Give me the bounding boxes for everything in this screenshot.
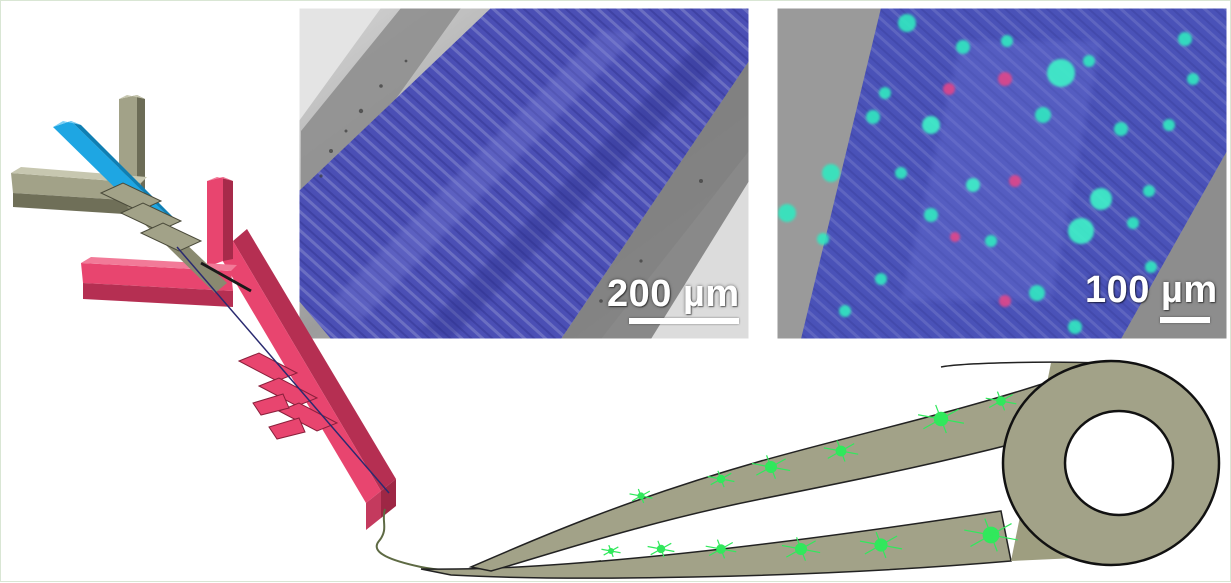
- neuron-1: [707, 470, 735, 488]
- cell-32: [839, 305, 851, 317]
- neuron-4: [917, 404, 965, 434]
- neuron-0: [629, 488, 653, 504]
- cell-23: [985, 235, 997, 247]
- cell-8: [998, 72, 1012, 86]
- cell-28: [875, 273, 887, 285]
- neuron-3: [823, 440, 859, 462]
- cell-10: [866, 110, 880, 124]
- cell-6: [1187, 73, 1199, 85]
- cell-1: [956, 40, 970, 54]
- cell-12: [1035, 107, 1051, 123]
- neuron-2: [751, 455, 791, 479]
- cell-26: [817, 233, 829, 245]
- cell-20: [1143, 185, 1155, 197]
- neuron-6: [601, 544, 621, 558]
- cell-0: [898, 14, 916, 32]
- cell-2: [1001, 35, 1013, 47]
- neuron-9: [781, 537, 821, 561]
- neuron-8: [705, 539, 737, 559]
- cell-11: [922, 116, 940, 134]
- cell-19: [1090, 188, 1112, 210]
- cell-21: [778, 204, 796, 222]
- scale-bar-label-right: 100 µm: [1085, 269, 1218, 311]
- micrograph-left: [299, 8, 749, 339]
- fiber-cells: [601, 391, 1018, 561]
- neuron-11: [964, 518, 1018, 552]
- cell-29: [1029, 285, 1045, 301]
- neuron-10: [859, 531, 903, 559]
- cell-3: [1047, 59, 1075, 87]
- cell-5: [1178, 32, 1192, 46]
- microfluidic-device: [11, 95, 602, 573]
- cell-33: [1145, 261, 1157, 273]
- cell-17: [966, 178, 980, 192]
- micrograph-right: [777, 8, 1227, 339]
- cell-22: [924, 208, 938, 222]
- scale-bar-label-left: 200 µm: [607, 273, 740, 315]
- cell-25: [1127, 217, 1139, 229]
- cell-27: [950, 232, 960, 242]
- neuron-5: [985, 391, 1017, 411]
- scale-bar-right: [1160, 317, 1210, 323]
- cell-15: [822, 164, 840, 182]
- cell-31: [999, 295, 1011, 307]
- fluorescent-cells: [778, 14, 1199, 334]
- cell-7: [943, 83, 955, 95]
- cell-13: [1114, 122, 1128, 136]
- cell-18: [1009, 175, 1021, 187]
- cell-4: [1083, 55, 1095, 67]
- cell-16: [895, 167, 907, 179]
- cell-24: [1068, 218, 1094, 244]
- cell-30: [1068, 320, 1082, 334]
- cell-14: [1163, 119, 1175, 131]
- scale-bar-left: [629, 318, 739, 324]
- neuron-7: [647, 540, 675, 558]
- rolled-fiber: [420, 359, 1221, 579]
- cell-9: [879, 87, 891, 99]
